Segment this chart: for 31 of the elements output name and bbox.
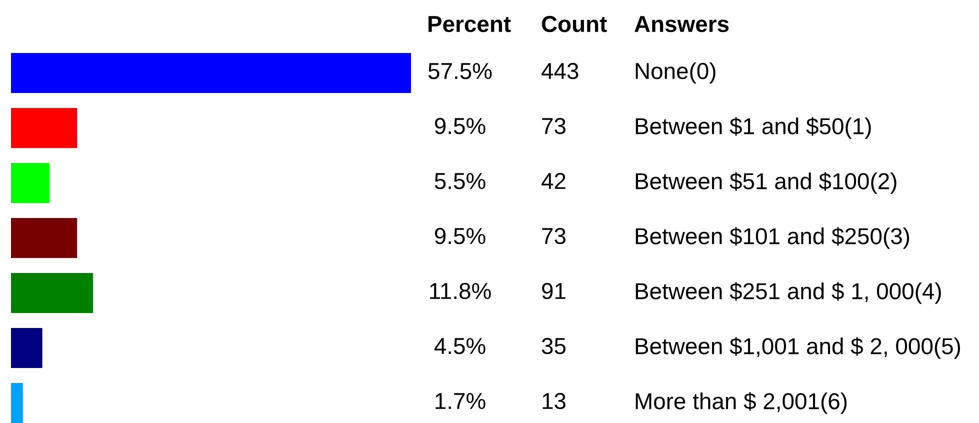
text: 73 — [542, 228, 566, 244]
y-tick-label: More than $ 2,001(6) — [636, 392, 847, 414]
data-label: 11.8% — [430, 282, 491, 300]
text: 42 — [542, 172, 566, 189]
text: 73 — [542, 118, 566, 134]
bar — [11, 108, 78, 148]
bar — [11, 273, 94, 313]
text: Answers — [634, 16, 729, 32]
data-label: 5.5% — [434, 173, 486, 190]
y-tick-label: Between $101 and $250(3) — [636, 227, 910, 249]
data-label: 57.5% — [428, 63, 492, 80]
data-label: 4.5% — [434, 338, 486, 354]
y-tick-label: Between $51 and $100(2) — [636, 172, 896, 194]
bar — [11, 218, 78, 258]
y-tick-label: Between $1 and $50(1) — [636, 117, 871, 139]
bar — [11, 53, 411, 93]
text: 91 — [542, 282, 566, 300]
bar — [11, 383, 23, 423]
text: Percent — [428, 16, 511, 32]
data-label: 1.7% — [436, 393, 486, 410]
bar — [11, 328, 42, 368]
y-tick-label: None(0) — [636, 62, 716, 84]
y-tick-label: Between $1,001 and $ 2, 000(5) — [636, 337, 960, 359]
data-label: 9.5% — [434, 228, 486, 244]
text: 13 — [542, 392, 566, 410]
text: 443 — [542, 62, 578, 80]
bar — [11, 163, 50, 203]
text: Count — [542, 16, 607, 32]
text: 35 — [542, 338, 566, 354]
y-tick-label: Between $251 and $ 1, 000(4) — [636, 282, 941, 304]
data-label: 9.5% — [434, 118, 486, 134]
